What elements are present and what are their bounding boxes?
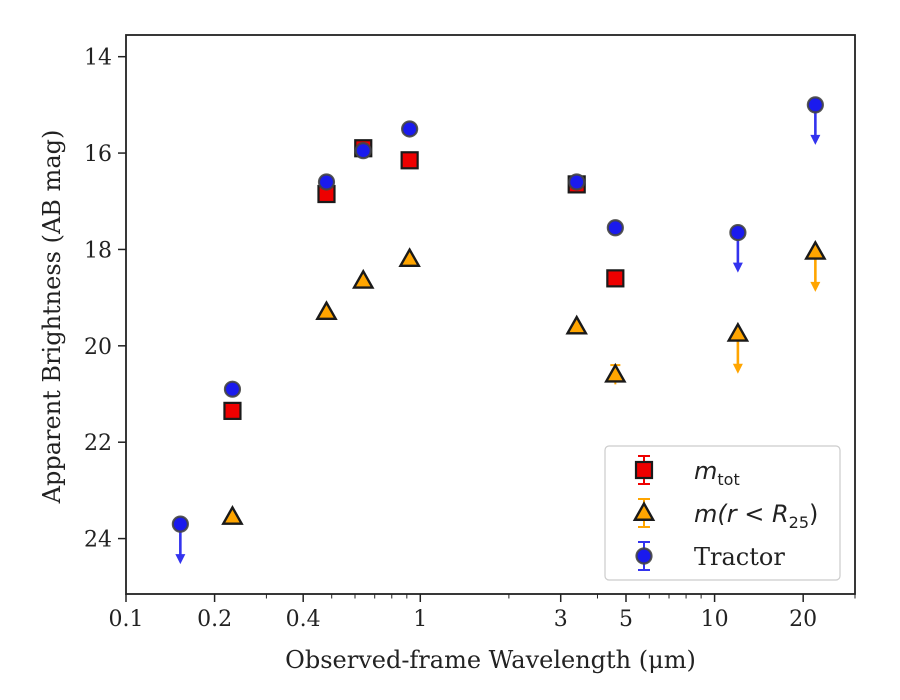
x-tick-label: 1 — [413, 607, 427, 632]
plot-frame — [125, 34, 856, 595]
x-tick-label: 0.1 — [109, 607, 144, 632]
data-point-triangle — [352, 268, 375, 289]
data-marks — [171, 96, 827, 565]
axis-ticks: 0.1 0.2 0.4 1 3 5 10 20 14 16 18 20 22 24 — [84, 46, 856, 632]
x-tick-label: 3 — [554, 607, 568, 632]
data-point-circle — [606, 219, 624, 237]
series-circle — [171, 96, 824, 565]
data-point-circle — [317, 173, 336, 191]
series-triangle — [221, 239, 827, 525]
upper-limit-arrow-head — [810, 134, 821, 145]
data-point-triangle — [726, 321, 750, 342]
data-point-circle — [223, 380, 242, 398]
legend-label: m(r < R25) — [694, 500, 818, 532]
data-point-circle — [806, 96, 824, 114]
upper-limit-arrow-head — [732, 363, 743, 374]
legend-entry-circle: Tractor — [635, 541, 785, 571]
data-point-square — [606, 269, 625, 288]
legend-label: mtot — [694, 457, 740, 489]
legend-box — [604, 445, 841, 581]
x-tick-label: 20 — [789, 607, 817, 632]
data-point-circle — [401, 120, 419, 138]
data-point-triangle — [804, 239, 827, 260]
x-tick-label: 0.2 — [197, 607, 232, 632]
y-tick-label: 20 — [84, 335, 112, 360]
legend-label: Tractor — [694, 543, 785, 571]
data-point-triangle — [221, 505, 244, 525]
y-tick-label: 22 — [84, 431, 112, 456]
legend-marker-circle — [635, 547, 653, 565]
data-point-square — [223, 401, 242, 420]
upper-limit-arrow-head — [810, 281, 821, 292]
data-point-triangle — [398, 247, 421, 268]
upper-limit-arrow-head — [175, 554, 186, 565]
y-tick-label: 16 — [84, 142, 112, 167]
data-point-triangle — [604, 362, 627, 383]
x-tick-label: 10 — [701, 607, 729, 632]
upper-limit-arrow-head — [732, 262, 743, 273]
y-tick-label: 14 — [84, 46, 112, 71]
data-point-triangle — [565, 314, 588, 335]
data-point-triangle — [315, 300, 338, 321]
y-axis-label: Apparent Brightness (AB mag) — [38, 130, 66, 505]
x-tick-label: 5 — [619, 607, 633, 632]
legend-entry-square: mtot — [634, 455, 740, 489]
y-tick-label: 24 — [84, 528, 112, 553]
data-point-circle — [729, 223, 747, 242]
data-point-circle — [568, 173, 586, 191]
plot-border — [125, 34, 856, 595]
data-point-square — [400, 151, 419, 170]
legend-entry-triangle: m(r < R25) — [632, 498, 818, 532]
legend-marker-square — [634, 460, 654, 480]
x-axis-label: Observed-frame Wavelength (μm) — [285, 646, 696, 674]
legend-marker-triangle — [632, 501, 656, 521]
series-square — [223, 139, 625, 420]
y-tick-label: 18 — [84, 238, 112, 263]
legend: mtot m(r < R25) Tractor — [604, 445, 841, 581]
x-tick-label: 0.4 — [286, 607, 321, 632]
data-point-circle — [171, 515, 189, 533]
data-point-circle — [354, 142, 372, 160]
